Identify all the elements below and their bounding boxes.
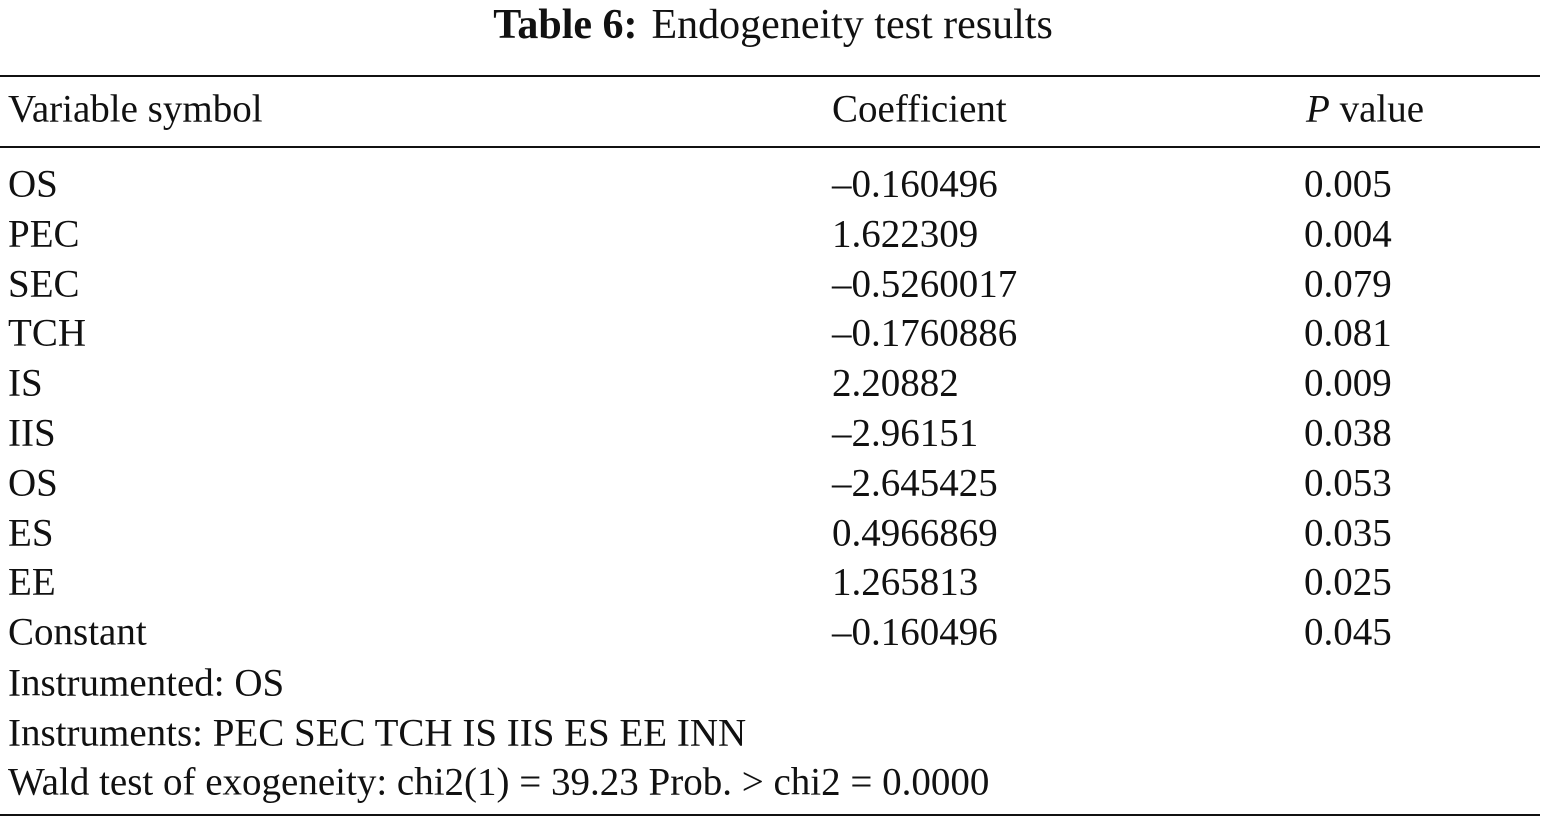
cell: 0.081	[1304, 311, 1392, 355]
header-cell: Variable symbol	[8, 87, 263, 131]
cell: 1.265813	[832, 560, 979, 604]
cell: –0.1760886	[832, 311, 1018, 355]
cell: TCH	[8, 311, 86, 355]
cell: 0.038	[1304, 411, 1392, 455]
cell: PEC	[8, 212, 80, 256]
cell: 0.053	[1304, 461, 1392, 505]
top-rule	[0, 75, 1540, 77]
cell: IS	[8, 361, 43, 405]
cell: 2.20882	[832, 361, 959, 405]
cell: Constant	[8, 610, 147, 654]
title-label: Table 6:	[493, 2, 638, 48]
cell: 0.079	[1304, 262, 1392, 306]
cell: SEC	[8, 262, 80, 306]
bottom-rule	[0, 814, 1540, 816]
header-em: P	[1306, 87, 1330, 131]
cell: 0.009	[1304, 361, 1392, 405]
cell: –0.160496	[832, 162, 998, 206]
cell: –0.5260017	[832, 262, 1018, 306]
header-rule	[0, 146, 1540, 148]
header-text: value	[1339, 87, 1425, 131]
note: Instruments: PEC SEC TCH IS IIS ES EE IN…	[8, 711, 747, 754]
cell: 0.035	[1304, 511, 1392, 555]
cell: OS	[8, 461, 58, 505]
note: Wald test of exogeneity: chi2(1) = 39.23…	[8, 760, 990, 804]
cell: 0.004	[1304, 212, 1392, 256]
cell: OS	[8, 162, 58, 206]
header-cell: Coefficient	[832, 87, 1007, 131]
cell: 0.005	[1304, 162, 1392, 206]
cell: –2.96151	[832, 411, 979, 455]
table-title: Table 6: Endogeneity test results	[0, 4, 1546, 46]
cell: EE	[8, 560, 56, 604]
cell: IIS	[8, 411, 56, 455]
note: Instrumented: OS	[8, 661, 285, 705]
header-cell: P value	[1306, 90, 1424, 129]
cell: 0.025	[1304, 560, 1392, 604]
title-text: Endogeneity test results	[651, 2, 1053, 48]
cell: ES	[8, 511, 54, 555]
cell: –0.160496	[832, 610, 998, 654]
cell: 0.045	[1304, 610, 1392, 654]
cell: –2.645425	[832, 461, 998, 505]
cell: 0.4966869	[832, 511, 998, 555]
cell: 1.622309	[832, 212, 979, 256]
